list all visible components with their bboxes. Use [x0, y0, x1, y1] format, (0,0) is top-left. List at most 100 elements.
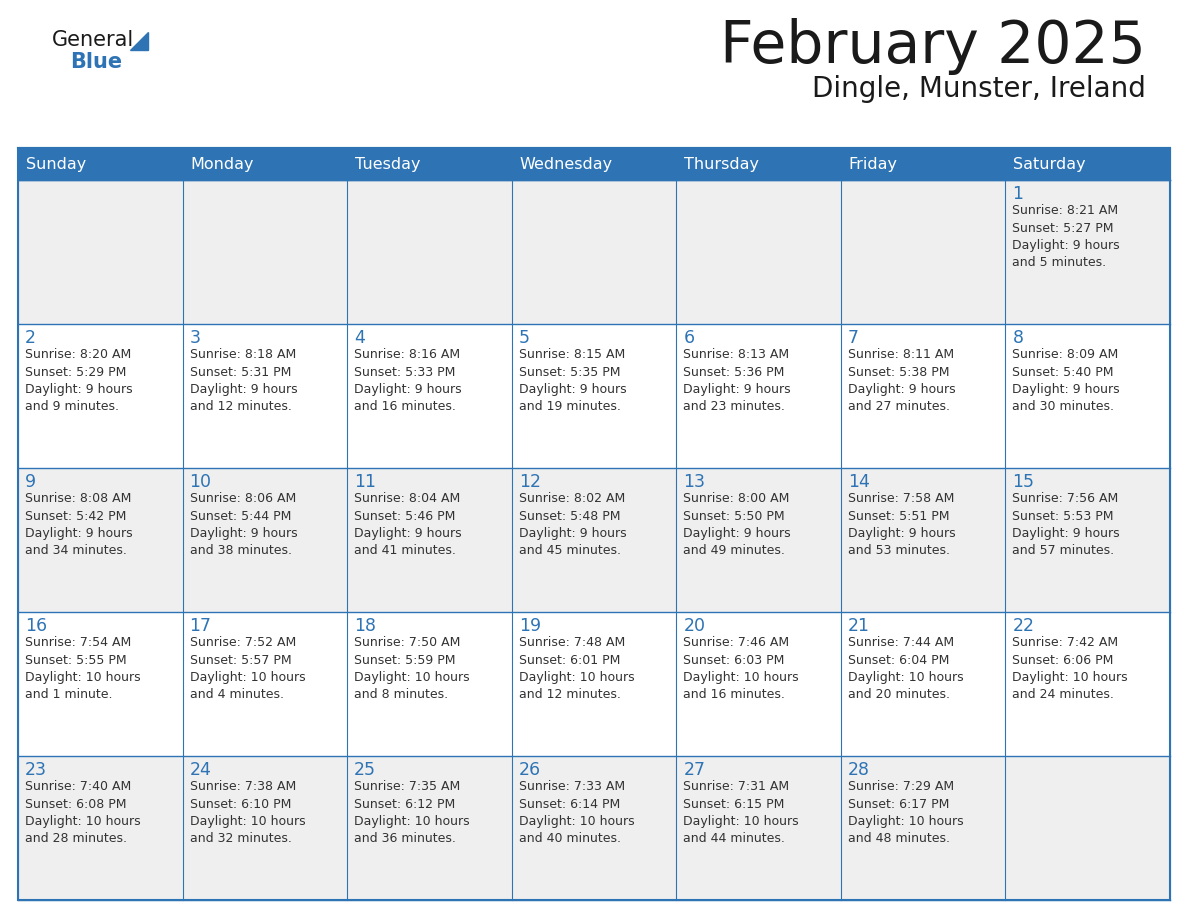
Text: Sunrise: 7:54 AM
Sunset: 5:55 PM
Daylight: 10 hours
and 1 minute.: Sunrise: 7:54 AM Sunset: 5:55 PM Dayligh… — [25, 636, 140, 701]
Bar — [18, 612, 183, 756]
Bar — [512, 324, 676, 468]
Text: 17: 17 — [190, 617, 211, 635]
Bar — [183, 180, 347, 324]
Text: Friday: Friday — [849, 156, 898, 172]
Text: 9: 9 — [25, 473, 36, 491]
Bar — [512, 756, 676, 900]
Text: 3: 3 — [190, 329, 201, 347]
Text: Sunrise: 7:29 AM
Sunset: 6:17 PM
Daylight: 10 hours
and 48 minutes.: Sunrise: 7:29 AM Sunset: 6:17 PM Dayligh… — [848, 780, 963, 845]
Bar — [18, 468, 183, 612]
Text: 4: 4 — [354, 329, 365, 347]
Text: 23: 23 — [25, 761, 48, 779]
Text: 6: 6 — [683, 329, 695, 347]
Bar — [1005, 468, 1170, 612]
Text: Sunrise: 7:52 AM
Sunset: 5:57 PM
Daylight: 10 hours
and 4 minutes.: Sunrise: 7:52 AM Sunset: 5:57 PM Dayligh… — [190, 636, 305, 701]
Bar — [347, 612, 512, 756]
Text: Sunrise: 8:06 AM
Sunset: 5:44 PM
Daylight: 9 hours
and 38 minutes.: Sunrise: 8:06 AM Sunset: 5:44 PM Dayligh… — [190, 492, 297, 557]
Text: Blue: Blue — [70, 52, 122, 72]
Bar — [183, 612, 347, 756]
Text: 24: 24 — [190, 761, 211, 779]
Text: Sunrise: 7:42 AM
Sunset: 6:06 PM
Daylight: 10 hours
and 24 minutes.: Sunrise: 7:42 AM Sunset: 6:06 PM Dayligh… — [1012, 636, 1129, 701]
Text: 25: 25 — [354, 761, 377, 779]
Bar — [347, 180, 512, 324]
Text: 5: 5 — [519, 329, 530, 347]
Bar — [18, 756, 183, 900]
Text: 13: 13 — [683, 473, 706, 491]
Bar — [347, 756, 512, 900]
Bar — [841, 612, 1005, 756]
Text: 19: 19 — [519, 617, 541, 635]
Bar — [676, 468, 841, 612]
Text: Sunrise: 7:40 AM
Sunset: 6:08 PM
Daylight: 10 hours
and 28 minutes.: Sunrise: 7:40 AM Sunset: 6:08 PM Dayligh… — [25, 780, 140, 845]
Bar — [676, 324, 841, 468]
Text: 2: 2 — [25, 329, 36, 347]
Text: Sunrise: 7:35 AM
Sunset: 6:12 PM
Daylight: 10 hours
and 36 minutes.: Sunrise: 7:35 AM Sunset: 6:12 PM Dayligh… — [354, 780, 469, 845]
Text: Sunrise: 8:21 AM
Sunset: 5:27 PM
Daylight: 9 hours
and 5 minutes.: Sunrise: 8:21 AM Sunset: 5:27 PM Dayligh… — [1012, 204, 1120, 270]
Bar — [18, 148, 1170, 900]
Text: 1: 1 — [1012, 185, 1023, 203]
Text: Sunrise: 8:09 AM
Sunset: 5:40 PM
Daylight: 9 hours
and 30 minutes.: Sunrise: 8:09 AM Sunset: 5:40 PM Dayligh… — [1012, 348, 1120, 413]
Text: 7: 7 — [848, 329, 859, 347]
Text: 22: 22 — [1012, 617, 1035, 635]
Text: 20: 20 — [683, 617, 706, 635]
Bar — [1005, 756, 1170, 900]
Text: Sunrise: 8:18 AM
Sunset: 5:31 PM
Daylight: 9 hours
and 12 minutes.: Sunrise: 8:18 AM Sunset: 5:31 PM Dayligh… — [190, 348, 297, 413]
Bar — [18, 148, 1170, 180]
Text: Sunrise: 7:50 AM
Sunset: 5:59 PM
Daylight: 10 hours
and 8 minutes.: Sunrise: 7:50 AM Sunset: 5:59 PM Dayligh… — [354, 636, 469, 701]
Text: 21: 21 — [848, 617, 870, 635]
Text: 28: 28 — [848, 761, 870, 779]
Bar — [18, 324, 183, 468]
Text: Wednesday: Wednesday — [519, 156, 613, 172]
Text: February 2025: February 2025 — [720, 18, 1146, 75]
Bar — [676, 180, 841, 324]
Text: Tuesday: Tuesday — [355, 156, 421, 172]
Bar — [841, 468, 1005, 612]
Text: Sunrise: 7:31 AM
Sunset: 6:15 PM
Daylight: 10 hours
and 44 minutes.: Sunrise: 7:31 AM Sunset: 6:15 PM Dayligh… — [683, 780, 798, 845]
Bar — [1005, 324, 1170, 468]
Text: Sunrise: 8:20 AM
Sunset: 5:29 PM
Daylight: 9 hours
and 9 minutes.: Sunrise: 8:20 AM Sunset: 5:29 PM Dayligh… — [25, 348, 133, 413]
Text: 27: 27 — [683, 761, 706, 779]
Bar — [841, 756, 1005, 900]
Text: 14: 14 — [848, 473, 870, 491]
Text: 15: 15 — [1012, 473, 1035, 491]
Text: 10: 10 — [190, 473, 211, 491]
Bar — [1005, 612, 1170, 756]
Text: Sunrise: 7:38 AM
Sunset: 6:10 PM
Daylight: 10 hours
and 32 minutes.: Sunrise: 7:38 AM Sunset: 6:10 PM Dayligh… — [190, 780, 305, 845]
Bar — [841, 180, 1005, 324]
Text: Sunrise: 7:56 AM
Sunset: 5:53 PM
Daylight: 9 hours
and 57 minutes.: Sunrise: 7:56 AM Sunset: 5:53 PM Dayligh… — [1012, 492, 1120, 557]
Text: Sunrise: 8:04 AM
Sunset: 5:46 PM
Daylight: 9 hours
and 41 minutes.: Sunrise: 8:04 AM Sunset: 5:46 PM Dayligh… — [354, 492, 462, 557]
Text: Sunrise: 8:11 AM
Sunset: 5:38 PM
Daylight: 9 hours
and 27 minutes.: Sunrise: 8:11 AM Sunset: 5:38 PM Dayligh… — [848, 348, 955, 413]
Text: 12: 12 — [519, 473, 541, 491]
Text: Saturday: Saturday — [1013, 156, 1086, 172]
Text: 16: 16 — [25, 617, 48, 635]
Text: General: General — [52, 30, 134, 50]
Bar — [676, 612, 841, 756]
Bar — [18, 180, 183, 324]
Text: 8: 8 — [1012, 329, 1023, 347]
Text: Dingle, Munster, Ireland: Dingle, Munster, Ireland — [813, 75, 1146, 103]
Text: Thursday: Thursday — [684, 156, 759, 172]
Polygon shape — [129, 32, 148, 50]
Bar — [841, 324, 1005, 468]
Bar — [347, 324, 512, 468]
Text: Sunrise: 7:44 AM
Sunset: 6:04 PM
Daylight: 10 hours
and 20 minutes.: Sunrise: 7:44 AM Sunset: 6:04 PM Dayligh… — [848, 636, 963, 701]
Text: Sunrise: 8:00 AM
Sunset: 5:50 PM
Daylight: 9 hours
and 49 minutes.: Sunrise: 8:00 AM Sunset: 5:50 PM Dayligh… — [683, 492, 791, 557]
Text: Sunrise: 7:46 AM
Sunset: 6:03 PM
Daylight: 10 hours
and 16 minutes.: Sunrise: 7:46 AM Sunset: 6:03 PM Dayligh… — [683, 636, 798, 701]
Bar — [347, 468, 512, 612]
Bar — [512, 180, 676, 324]
Bar — [1005, 180, 1170, 324]
Text: Sunrise: 8:13 AM
Sunset: 5:36 PM
Daylight: 9 hours
and 23 minutes.: Sunrise: 8:13 AM Sunset: 5:36 PM Dayligh… — [683, 348, 791, 413]
Bar — [183, 324, 347, 468]
Text: Sunrise: 8:08 AM
Sunset: 5:42 PM
Daylight: 9 hours
and 34 minutes.: Sunrise: 8:08 AM Sunset: 5:42 PM Dayligh… — [25, 492, 133, 557]
Text: Sunrise: 8:15 AM
Sunset: 5:35 PM
Daylight: 9 hours
and 19 minutes.: Sunrise: 8:15 AM Sunset: 5:35 PM Dayligh… — [519, 348, 626, 413]
Text: Sunrise: 8:16 AM
Sunset: 5:33 PM
Daylight: 9 hours
and 16 minutes.: Sunrise: 8:16 AM Sunset: 5:33 PM Dayligh… — [354, 348, 462, 413]
Text: Sunrise: 7:33 AM
Sunset: 6:14 PM
Daylight: 10 hours
and 40 minutes.: Sunrise: 7:33 AM Sunset: 6:14 PM Dayligh… — [519, 780, 634, 845]
Text: Sunday: Sunday — [26, 156, 87, 172]
Text: 26: 26 — [519, 761, 541, 779]
Bar — [183, 756, 347, 900]
Bar — [676, 756, 841, 900]
Text: Sunrise: 7:58 AM
Sunset: 5:51 PM
Daylight: 9 hours
and 53 minutes.: Sunrise: 7:58 AM Sunset: 5:51 PM Dayligh… — [848, 492, 955, 557]
Bar — [512, 468, 676, 612]
Text: Monday: Monday — [190, 156, 254, 172]
Text: Sunrise: 7:48 AM
Sunset: 6:01 PM
Daylight: 10 hours
and 12 minutes.: Sunrise: 7:48 AM Sunset: 6:01 PM Dayligh… — [519, 636, 634, 701]
